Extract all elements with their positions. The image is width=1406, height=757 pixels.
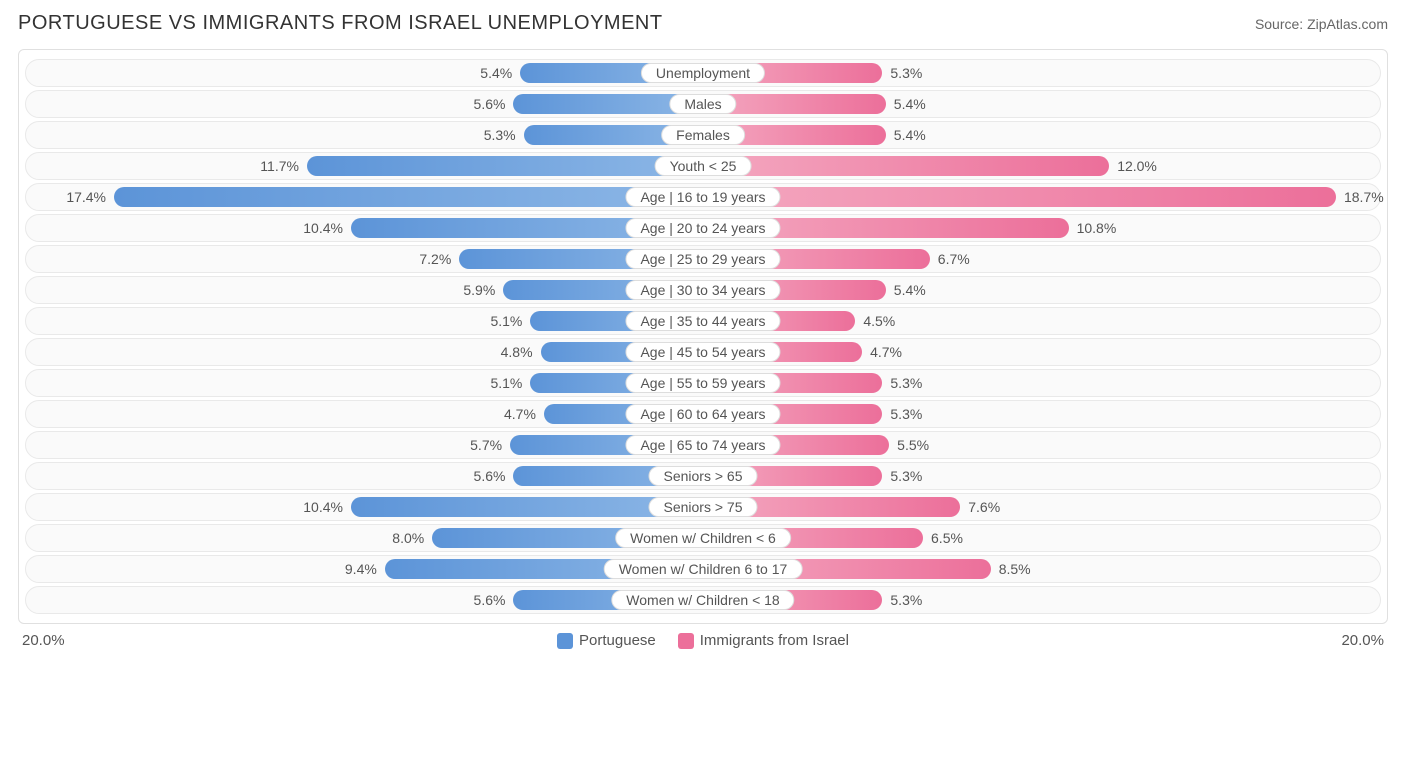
axis-max-left: 20.0%: [22, 632, 65, 649]
chart-row: 5.1% 5.3% Age | 55 to 59 years: [25, 369, 1381, 397]
value-portuguese: 5.6%: [474, 463, 506, 489]
value-israel: 10.8%: [1077, 215, 1117, 241]
value-portuguese: 7.2%: [419, 246, 451, 272]
category-label: Females: [661, 125, 745, 145]
chart-row: 9.4% 8.5% Women w/ Children 6 to 17: [25, 555, 1381, 583]
legend-swatch-portuguese: [557, 633, 573, 649]
bar-portuguese: [114, 187, 703, 207]
value-portuguese: 5.9%: [463, 277, 495, 303]
value-israel: 4.5%: [863, 308, 895, 334]
source-name: ZipAtlas.com: [1307, 16, 1388, 32]
value-israel: 6.7%: [938, 246, 970, 272]
legend-label-portuguese: Portuguese: [579, 632, 656, 649]
value-israel: 12.0%: [1117, 153, 1157, 179]
chart-row: 10.4% 10.8% Age | 20 to 24 years: [25, 214, 1381, 242]
category-label: Seniors > 65: [649, 466, 758, 486]
category-label: Age | 16 to 19 years: [625, 187, 780, 207]
value-portuguese: 5.1%: [490, 308, 522, 334]
value-israel: 5.4%: [894, 277, 926, 303]
chart-row: 17.4% 18.7% Age | 16 to 19 years: [25, 183, 1381, 211]
value-portuguese: 10.4%: [303, 494, 343, 520]
chart-row: 5.6% 5.4% Males: [25, 90, 1381, 118]
value-israel: 5.3%: [890, 587, 922, 613]
legend: Portuguese Immigrants from Israel: [557, 632, 849, 649]
value-portuguese: 4.8%: [501, 339, 533, 365]
legend-swatch-israel: [678, 633, 694, 649]
chart-row: 5.7% 5.5% Age | 65 to 74 years: [25, 431, 1381, 459]
value-portuguese: 10.4%: [303, 215, 343, 241]
category-label: Males: [669, 94, 736, 114]
value-portuguese: 9.4%: [345, 556, 377, 582]
category-label: Age | 20 to 24 years: [625, 218, 780, 238]
chart-row: 4.7% 5.3% Age | 60 to 64 years: [25, 400, 1381, 428]
chart-row: 5.9% 5.4% Age | 30 to 34 years: [25, 276, 1381, 304]
category-label: Age | 30 to 34 years: [625, 280, 780, 300]
category-label: Seniors > 75: [649, 497, 758, 517]
value-israel: 4.7%: [870, 339, 902, 365]
category-label: Age | 25 to 29 years: [625, 249, 780, 269]
value-israel: 5.3%: [890, 60, 922, 86]
category-label: Youth < 25: [655, 156, 752, 176]
chart-row: 7.2% 6.7% Age | 25 to 29 years: [25, 245, 1381, 273]
value-israel: 5.3%: [890, 463, 922, 489]
value-portuguese: 11.7%: [260, 153, 299, 179]
chart-row: 11.7% 12.0% Youth < 25: [25, 152, 1381, 180]
chart-row: 10.4% 7.6% Seniors > 75: [25, 493, 1381, 521]
value-israel: 6.5%: [931, 525, 963, 551]
chart-row: 5.6% 5.3% Women w/ Children < 18: [25, 586, 1381, 614]
value-portuguese: 5.1%: [490, 370, 522, 396]
value-israel: 5.4%: [894, 91, 926, 117]
value-israel: 7.6%: [968, 494, 1000, 520]
axis-max-right: 20.0%: [1341, 632, 1384, 649]
chart-source: Source: ZipAtlas.com: [1255, 16, 1388, 32]
bar-israel: [703, 156, 1109, 176]
value-portuguese: 17.4%: [66, 184, 106, 210]
value-portuguese: 4.7%: [504, 401, 536, 427]
value-portuguese: 5.3%: [484, 122, 516, 148]
chart-header: PORTUGUESE VS IMMIGRANTS FROM ISRAEL UNE…: [18, 12, 1388, 35]
chart-footer: 20.0% Portuguese Immigrants from Israel …: [18, 632, 1388, 649]
chart-row: 5.1% 4.5% Age | 35 to 44 years: [25, 307, 1381, 335]
value-israel: 5.4%: [894, 122, 926, 148]
value-israel: 5.3%: [890, 401, 922, 427]
legend-item-israel: Immigrants from Israel: [678, 632, 849, 649]
value-israel: 18.7%: [1344, 184, 1384, 210]
source-prefix: Source:: [1255, 16, 1303, 32]
chart-row: 4.8% 4.7% Age | 45 to 54 years: [25, 338, 1381, 366]
value-portuguese: 5.4%: [480, 60, 512, 86]
category-label: Age | 35 to 44 years: [625, 311, 780, 331]
value-portuguese: 5.6%: [474, 91, 506, 117]
category-label: Women w/ Children < 6: [615, 528, 791, 548]
category-label: Unemployment: [641, 63, 765, 83]
value-israel: 5.5%: [897, 432, 929, 458]
category-label: Age | 45 to 54 years: [625, 342, 780, 362]
value-portuguese: 5.7%: [470, 432, 502, 458]
value-portuguese: 8.0%: [392, 525, 424, 551]
chart-title: PORTUGUESE VS IMMIGRANTS FROM ISRAEL UNE…: [18, 12, 663, 35]
bar-portuguese: [307, 156, 703, 176]
legend-item-portuguese: Portuguese: [557, 632, 656, 649]
chart-row: 5.3% 5.4% Females: [25, 121, 1381, 149]
category-label: Age | 60 to 64 years: [625, 404, 780, 424]
legend-label-israel: Immigrants from Israel: [700, 632, 849, 649]
value-portuguese: 5.6%: [474, 587, 506, 613]
value-israel: 5.3%: [890, 370, 922, 396]
diverging-bar-chart: 5.4%5.3%Unemployment5.6%5.4%Males5.3%5.4…: [18, 49, 1388, 624]
value-israel: 8.5%: [999, 556, 1031, 582]
category-label: Women w/ Children < 18: [611, 590, 794, 610]
chart-row: 5.4% 5.3% Unemployment: [25, 59, 1381, 87]
bar-israel: [703, 187, 1336, 207]
category-label: Age | 65 to 74 years: [625, 435, 780, 455]
category-label: Women w/ Children 6 to 17: [604, 559, 803, 579]
chart-row: 8.0% 6.5% Women w/ Children < 6: [25, 524, 1381, 552]
category-label: Age | 55 to 59 years: [625, 373, 780, 393]
chart-row: 5.6% 5.3% Seniors > 65: [25, 462, 1381, 490]
